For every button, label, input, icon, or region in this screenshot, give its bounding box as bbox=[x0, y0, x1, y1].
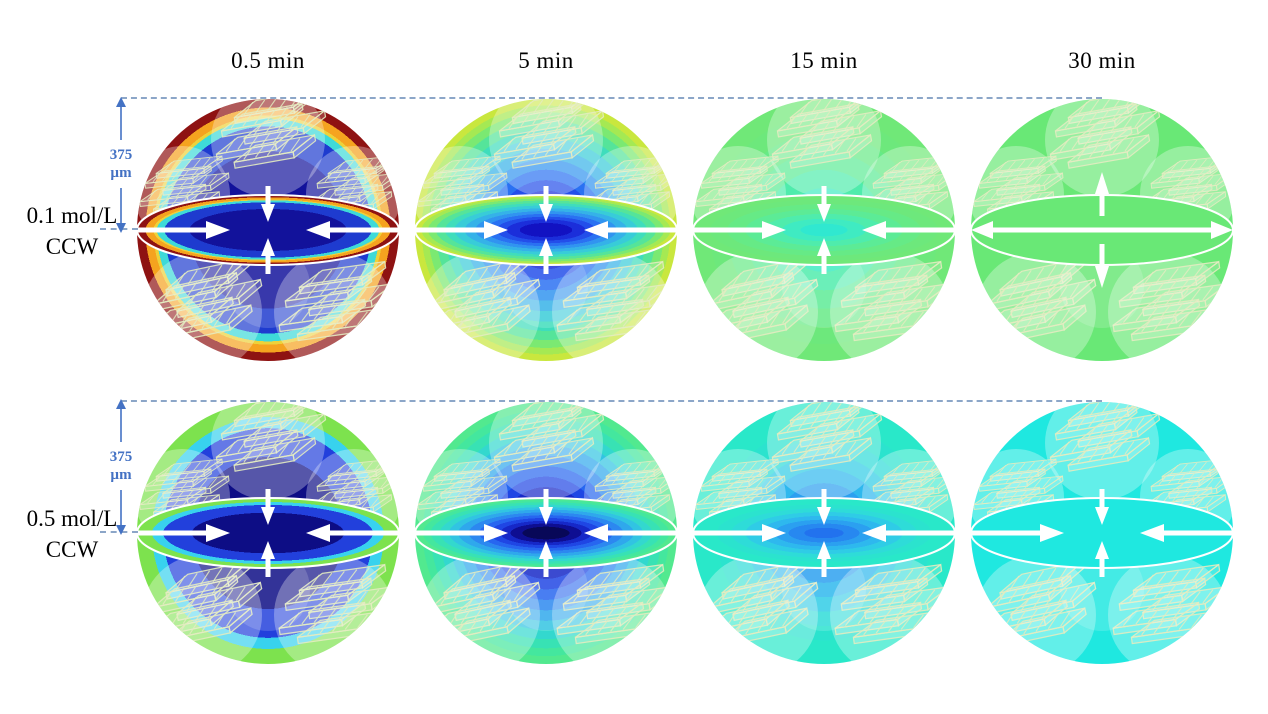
scale-annotation-row2: 375 µm bbox=[92, 398, 150, 536]
slab-stack-icon bbox=[834, 563, 952, 645]
diffusion-arrows bbox=[137, 186, 399, 274]
scale-annotation-row1: 375 µm bbox=[92, 96, 150, 234]
slab-stack-icon bbox=[215, 99, 327, 169]
diffusion-arrows bbox=[693, 186, 955, 274]
diffusion-arrows bbox=[415, 186, 677, 274]
slab-stack-icon bbox=[1049, 99, 1161, 169]
slab-stack-icon bbox=[493, 402, 605, 472]
slab-stack-icon bbox=[278, 260, 396, 342]
slab-stack-icon bbox=[589, 458, 677, 518]
scale-unit-label: µm bbox=[110, 165, 132, 181]
slab-stack-icon bbox=[215, 402, 327, 472]
row-label-1-line1: 0.1 mol/L bbox=[26, 203, 118, 228]
row-label-1-line2: CCW bbox=[45, 234, 99, 259]
slab-stack-icon bbox=[147, 560, 263, 647]
slab-stack-icon bbox=[147, 257, 263, 344]
column-header-time-4: 30 min bbox=[1068, 48, 1136, 73]
diffusion-arrows bbox=[971, 172, 1233, 288]
sphere-0.1molL-15min bbox=[688, 94, 960, 366]
diffusion-arrows bbox=[971, 489, 1233, 577]
diffusion-arrows bbox=[415, 489, 677, 577]
top-tangent-dashed-line-row2 bbox=[121, 400, 1102, 402]
scale-arrowhead-down-icon bbox=[116, 525, 126, 535]
row-label-2-line1: 0.5 mol/L bbox=[26, 506, 118, 531]
slab-stack-icon bbox=[556, 563, 674, 645]
sphere-0.5molL-5min bbox=[410, 397, 682, 669]
scale-arrowhead-up-icon bbox=[116, 97, 126, 107]
slab-stack-icon bbox=[139, 458, 230, 518]
scale-unit-label: µm bbox=[110, 467, 132, 483]
column-header-time-1: 0.5 min bbox=[231, 48, 305, 73]
diffusion-arrows bbox=[137, 489, 399, 577]
column-header-time-3: 15 min bbox=[790, 48, 858, 73]
column-header-time-2: 5 min bbox=[518, 48, 574, 73]
row-label-2-line2: CCW bbox=[45, 537, 99, 562]
slab-stack-icon bbox=[867, 155, 955, 215]
slab-stack-icon bbox=[834, 260, 952, 342]
sphere-0.1molL-5min bbox=[410, 94, 682, 366]
top-tangent-dashed-line-row1 bbox=[121, 97, 1102, 99]
scale-value-label: 375 bbox=[110, 147, 133, 163]
slab-stack-icon bbox=[493, 99, 605, 169]
slab-stack-icon bbox=[695, 155, 786, 215]
sphere-0.1molL-30min bbox=[966, 94, 1238, 366]
slab-stack-icon bbox=[425, 560, 541, 647]
sphere-0.5molL-15min bbox=[688, 397, 960, 669]
sphere-0.5molL-30min bbox=[966, 397, 1238, 669]
scale-arrowhead-up-icon bbox=[116, 399, 126, 409]
slab-stack-icon bbox=[771, 99, 883, 169]
row-label-concentration-2: 0.5 mol/L CCW bbox=[4, 503, 140, 565]
slab-stack-icon bbox=[771, 402, 883, 472]
sphere-0.1molL-0.5min bbox=[132, 94, 404, 366]
scale-value-label: 375 bbox=[110, 449, 133, 465]
slab-stack-icon bbox=[973, 155, 1064, 215]
row-label-concentration-1: 0.1 mol/L CCW bbox=[4, 200, 140, 262]
diffusion-arrows bbox=[693, 489, 955, 577]
scale-arrowhead-down-icon bbox=[116, 223, 126, 233]
slab-stack-icon bbox=[417, 458, 508, 518]
slab-stack-icon bbox=[1049, 402, 1161, 472]
equator-dashed-tick-row2 bbox=[100, 531, 138, 533]
sphere-0.5molL-0.5min bbox=[132, 397, 404, 669]
